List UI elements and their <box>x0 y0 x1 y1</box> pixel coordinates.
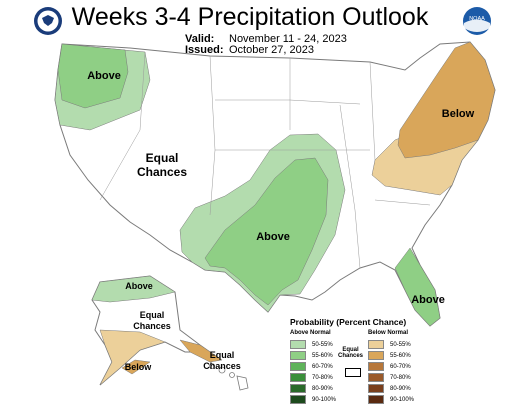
region-northwest-above-mid <box>57 43 129 109</box>
alaska-south-below-light <box>99 329 166 386</box>
noaa-logo-text: NOAA <box>469 16 485 22</box>
legend-title: Probability (Percent Chance) <box>290 317 407 327</box>
legend-below-label: 50-55% <box>390 341 411 348</box>
legend-above-swatch <box>290 373 306 382</box>
legend-equal-chances: Equal Chances <box>338 347 363 359</box>
legend-below-label: 70-80% <box>390 374 411 381</box>
legend-below-swatch <box>368 362 384 371</box>
legend-below-row: 50-55% <box>368 340 411 349</box>
doc-seal-icon <box>34 7 62 35</box>
alaska-aleutian-below <box>121 359 151 375</box>
legend-above-label: 80-90% <box>312 385 333 392</box>
label-hawaii-line2: Chances <box>203 361 241 371</box>
legend-below-label: 60-70% <box>390 363 411 370</box>
legend-below-row: 70-80% <box>368 373 411 382</box>
legend-above-label: 60-70% <box>312 363 333 370</box>
alaska-panhandle-below <box>179 339 223 363</box>
label-florida: Above <box>411 294 445 306</box>
page-title: Weeks 3-4 Precipitation Outlook <box>71 3 429 31</box>
legend-above-row: 50-55% <box>290 340 333 349</box>
legend-below-row: 55-60% <box>368 351 411 360</box>
valid-label: Valid: <box>185 33 215 45</box>
label-alaska-north: Above <box>125 281 153 291</box>
legend-below-swatch <box>368 373 384 382</box>
legend-above-row: 60-70% <box>290 362 333 371</box>
legend-above-label: 90-100% <box>312 396 337 403</box>
legend-above-row: 80-90% <box>290 384 333 393</box>
legend-above-header: Above Normal <box>290 330 331 336</box>
alaska-north-above <box>91 275 176 303</box>
legend-above-label: 50-55% <box>312 341 333 348</box>
legend-above-row: 70-80% <box>290 373 333 382</box>
legend-below-row: 90-100% <box>368 395 414 404</box>
label-northeast: Below <box>442 108 475 120</box>
label-alaska-mid-line1: Equal <box>140 310 165 320</box>
legend-below-label: 80-90% <box>390 385 411 392</box>
valid-value: November 11 - 24, 2023 <box>229 33 347 45</box>
legend-above-swatch <box>290 351 306 360</box>
legend-above-label: 70-80% <box>312 374 333 381</box>
issued-date: Issued: October 27, 2023 <box>185 44 314 56</box>
legend-equal-line1: Equal <box>342 347 359 353</box>
legend-below-row: 80-90% <box>368 384 411 393</box>
label-alaska-mid-line2: Chances <box>133 321 171 331</box>
legend-below-swatch <box>368 395 384 404</box>
legend-above-row: 90-100% <box>290 395 336 404</box>
label-west-line1: Equal <box>146 151 179 165</box>
label-central: Above <box>256 231 290 243</box>
legend-above-swatch <box>290 384 306 393</box>
label-northwest: Above <box>87 70 121 82</box>
hawaii-islands <box>209 363 249 391</box>
legend-above-swatch <box>290 395 306 404</box>
legend-below-swatch <box>368 340 384 349</box>
legend-equal-swatch <box>345 368 361 377</box>
legend-above-row: 55-60% <box>290 351 333 360</box>
legend-equal-line2: Chances <box>338 353 364 359</box>
label-hawaii-line1: Equal <box>210 350 235 360</box>
issued-label: Issued: <box>185 44 224 56</box>
legend-above-label: 55-60% <box>312 352 333 359</box>
valid-dates: Valid: November 11 - 24, 2023 <box>185 33 347 45</box>
legend-below-swatch <box>368 351 384 360</box>
legend-above-swatch <box>290 340 306 349</box>
state-lines <box>99 51 431 269</box>
label-alaska-south: Below <box>125 362 153 372</box>
label-west-line2: Chances <box>137 165 187 179</box>
issued-value: October 27, 2023 <box>229 44 315 56</box>
legend-below-row: 60-70% <box>368 362 411 371</box>
noaa-logo-icon: NOAA <box>463 7 491 35</box>
region-florida-above <box>394 247 441 327</box>
legend-below-label: 90-100% <box>390 396 415 403</box>
region-northeast-below-mid <box>397 41 496 159</box>
legend-below-header: Below Normal <box>368 330 409 336</box>
legend-below-label: 55-60% <box>390 352 411 359</box>
legend-above-swatch <box>290 362 306 371</box>
legend-below-swatch <box>368 384 384 393</box>
region-central-above-mid <box>204 157 329 306</box>
